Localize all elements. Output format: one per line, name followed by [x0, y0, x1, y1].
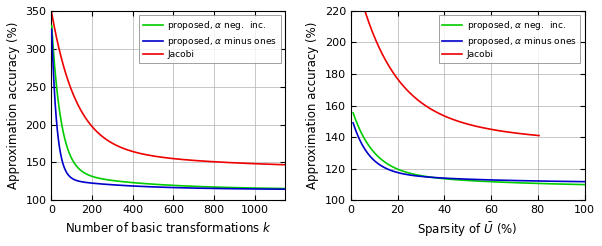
proposed, $\alpha$ minus ones	[48, 28, 55, 31]
Jacobi	[506, 131, 514, 134]
Jacobi	[495, 129, 503, 132]
Jacobi	[201, 160, 208, 163]
proposed, $\alpha$ minus ones	[361, 147, 368, 150]
X-axis label: Sparsity of $\bar{U}$ (%): Sparsity of $\bar{U}$ (%)	[417, 221, 518, 239]
Y-axis label: Approximation accuracy (%): Approximation accuracy (%)	[306, 22, 319, 189]
proposed, $\alpha$ minus ones	[455, 177, 462, 180]
proposed, $\alpha$ neg.  inc.	[455, 178, 462, 181]
proposed, $\alpha$ neg.  inc.	[511, 181, 518, 184]
Jacobi	[259, 163, 267, 166]
Line: proposed, $\alpha$ neg.  inc.: proposed, $\alpha$ neg. inc.	[52, 26, 285, 188]
proposed, $\alpha$ neg.  inc.	[361, 137, 368, 140]
Jacobi	[51, 29, 58, 32]
proposed, $\alpha$ minus ones	[357, 141, 364, 144]
proposed, $\alpha$ minus ones	[226, 187, 234, 190]
Line: proposed, $\alpha$ minus ones: proposed, $\alpha$ minus ones	[52, 29, 285, 189]
Jacobi	[221, 161, 228, 164]
proposed, $\alpha$ neg.  inc.	[51, 69, 58, 72]
Line: proposed, $\alpha$ neg.  inc.: proposed, $\alpha$ neg. inc.	[353, 113, 586, 185]
Jacobi	[48, 11, 55, 14]
proposed, $\alpha$ neg.  inc.	[547, 182, 554, 185]
Jacobi	[416, 100, 423, 103]
proposed, $\alpha$ minus ones	[221, 187, 228, 190]
proposed, $\alpha$ minus ones	[51, 100, 58, 103]
Jacobi	[492, 129, 499, 132]
proposed, $\alpha$ neg.  inc.	[582, 183, 589, 186]
proposed, $\alpha$ neg.  inc.	[226, 186, 234, 189]
proposed, $\alpha$ minus ones	[201, 187, 208, 190]
Jacobi	[226, 161, 234, 164]
proposed, $\alpha$ minus ones	[511, 179, 518, 182]
Jacobi	[391, 74, 399, 77]
proposed, $\alpha$ neg.  inc.	[350, 111, 357, 114]
proposed, $\alpha$ minus ones	[518, 179, 525, 182]
proposed, $\alpha$ minus ones	[547, 180, 554, 183]
proposed, $\alpha$ minus ones	[259, 187, 267, 190]
Jacobi	[171, 157, 178, 160]
proposed, $\alpha$ minus ones	[350, 121, 357, 124]
proposed, $\alpha$ neg.  inc.	[201, 185, 208, 188]
proposed, $\alpha$ neg.  inc.	[221, 186, 228, 189]
proposed, $\alpha$ minus ones	[171, 186, 178, 189]
proposed, $\alpha$ neg.  inc.	[48, 24, 55, 27]
proposed, $\alpha$ neg.  inc.	[259, 187, 267, 190]
Jacobi	[282, 163, 289, 166]
proposed, $\alpha$ neg.  inc.	[282, 187, 289, 190]
Jacobi	[535, 134, 542, 137]
Line: Jacobi: Jacobi	[355, 0, 539, 136]
Line: Jacobi: Jacobi	[52, 13, 285, 165]
proposed, $\alpha$ neg.  inc.	[518, 181, 525, 184]
proposed, $\alpha$ minus ones	[582, 180, 589, 183]
proposed, $\alpha$ minus ones	[282, 188, 289, 191]
proposed, $\alpha$ neg.  inc.	[171, 184, 178, 187]
Y-axis label: Approximation accuracy (%): Approximation accuracy (%)	[7, 22, 20, 189]
Legend: proposed, $\alpha$ neg.  inc., proposed, $\alpha$ minus ones, Jacobi: proposed, $\alpha$ neg. inc., proposed, …	[439, 15, 580, 63]
X-axis label: Number of basic transformations $k$: Number of basic transformations $k$	[65, 221, 272, 235]
Jacobi	[526, 133, 533, 136]
proposed, $\alpha$ neg.  inc.	[357, 130, 364, 133]
Line: proposed, $\alpha$ minus ones: proposed, $\alpha$ minus ones	[353, 123, 586, 182]
Legend: proposed, $\alpha$ neg.  inc., proposed, $\alpha$ minus ones, Jacobi: proposed, $\alpha$ neg. inc., proposed, …	[139, 15, 281, 63]
